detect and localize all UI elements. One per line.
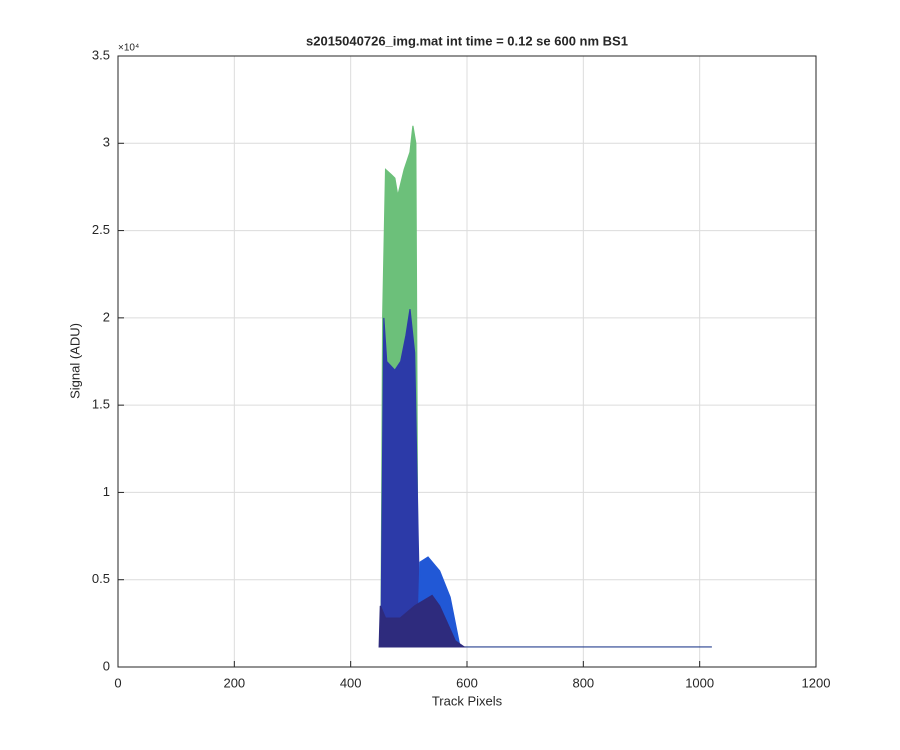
y-tick-label: 3	[103, 135, 110, 150]
x-tick-label: 1200	[802, 675, 831, 690]
axes-box	[117, 55, 817, 668]
y-tick-label: 0.5	[92, 571, 110, 586]
area	[380, 309, 422, 648]
y-tick-label: 0	[103, 658, 110, 673]
x-axis-label: Track Pixels	[432, 693, 503, 708]
y-tick-label: 2	[103, 309, 110, 324]
y-tick-label: 2.5	[92, 222, 110, 237]
y-tick-label: 3.5	[92, 47, 110, 62]
x-tick-label: 200	[223, 675, 245, 690]
y-axis-label: Signal (ADU)	[67, 323, 82, 399]
y-multiplier: ×10⁴	[118, 43, 139, 54]
x-tick-label: 0	[114, 675, 121, 690]
y-tick-label: 1	[103, 484, 110, 499]
chart-title: s2015040726_img.mat int time = 0.12 se 6…	[306, 33, 628, 48]
x-tick-label: 400	[340, 675, 362, 690]
y-tick-label: 1.5	[92, 397, 110, 412]
x-tick-label: 1000	[685, 675, 714, 690]
x-tick-label: 800	[572, 675, 594, 690]
x-tick-label: 600	[456, 675, 478, 690]
area	[378, 594, 466, 648]
